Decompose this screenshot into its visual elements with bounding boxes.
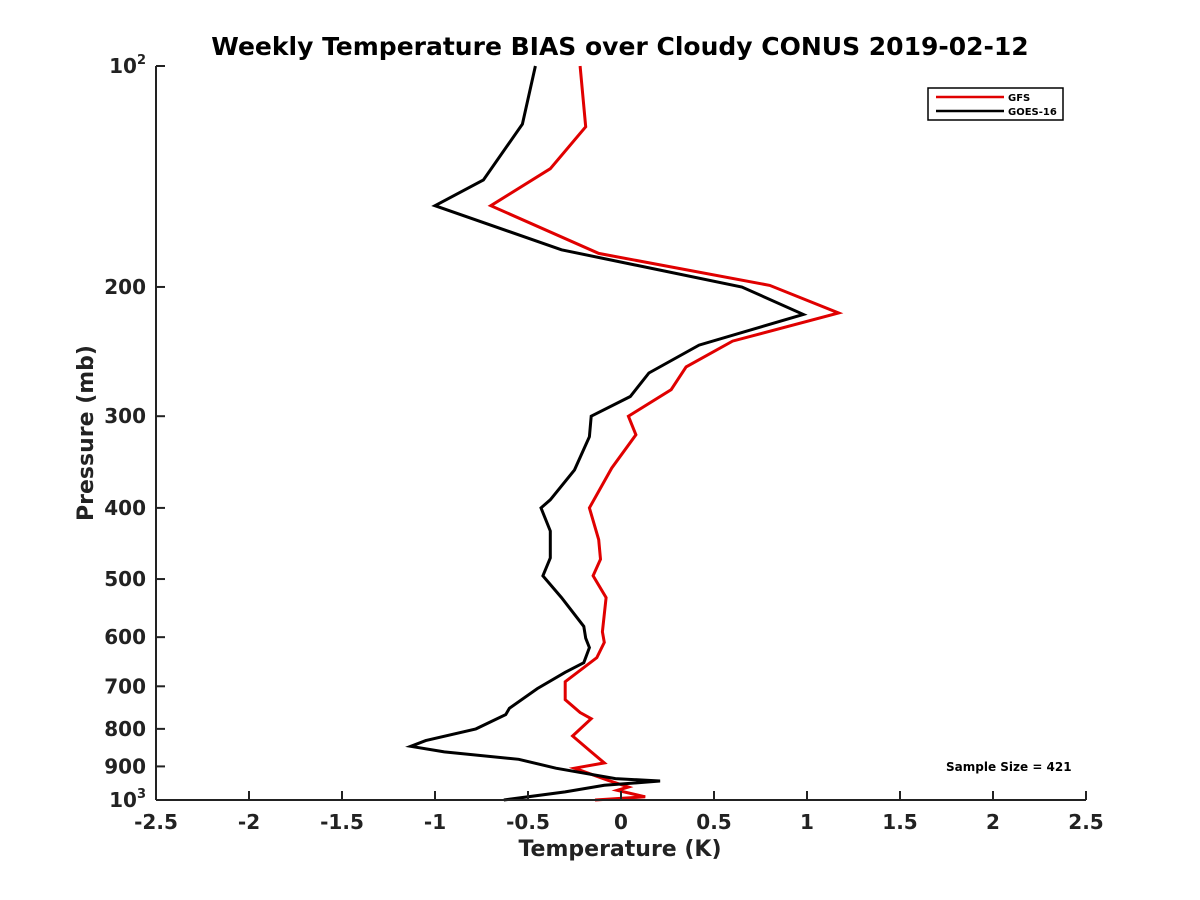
legend: GFS GOES-16 [927,87,1064,121]
y-tick-label: 102 [109,53,146,78]
legend-gfs-label: GFS [1008,93,1030,104]
x-tick-label: -2.5 [134,810,178,834]
y-tick-label: 103 [109,787,146,812]
x-tick-label: -0.5 [506,810,550,834]
y-axis-label: Pressure (mb) [74,345,99,521]
x-axis-label: Temperature (K) [518,837,721,862]
y-tick-label: 800 [104,717,146,741]
y-tick-label: 600 [104,625,146,649]
y-tick-label: 500 [104,567,146,591]
x-tick-label: -1.5 [320,810,364,834]
series-layer [405,65,844,802]
y-tick-label: 400 [104,496,146,520]
x-tick-label: 2 [986,810,1000,834]
x-tick-label: 1.5 [882,810,917,834]
sample-size-annotation: Sample Size = 421 [946,760,1072,774]
x-tick-label: 0 [614,810,628,834]
x-tick-label: -1 [424,810,446,834]
y-tick-label: 900 [104,754,146,778]
series-line-goes-16 [405,65,808,802]
x-tick-label: 2.5 [1068,810,1103,834]
y-tick-label: 200 [104,275,146,299]
legend-goes16-label: GOES-16 [1008,107,1057,118]
series-line-gfs [487,65,844,802]
x-tick-label: -2 [238,810,260,834]
x-tick-label: 0.5 [696,810,731,834]
legend-box [927,87,1064,121]
y-axis-ticks: 102 200 300 400 500 600 700 800 900 103 [104,53,165,812]
chart-title: Weekly Temperature BIAS over Cloudy CONU… [211,32,1028,61]
y-tick-label: 700 [104,674,146,698]
x-axis-ticks: -2.5 -2 -1.5 -1 -0.5 0 0.5 1 1.5 2 2.5 [134,791,1104,834]
x-tick-label: 1 [800,810,814,834]
y-tick-label: 300 [104,404,146,428]
